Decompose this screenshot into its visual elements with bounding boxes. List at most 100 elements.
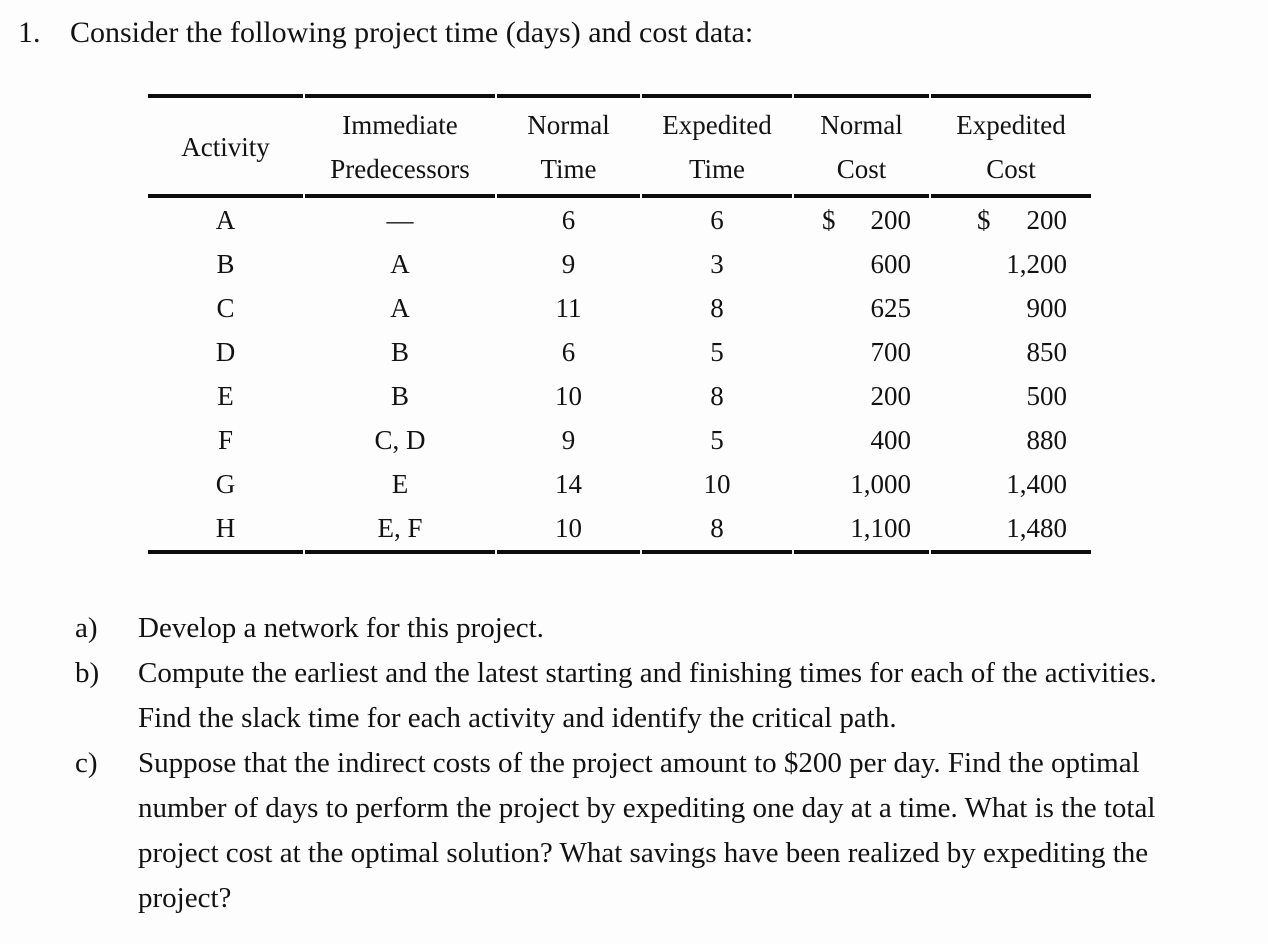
table-row: C A 11 8 625 900 (148, 286, 1091, 330)
normal-time-cell: 10 (497, 506, 640, 554)
table-body: A —6 6 $200 $200 B A 9 3 600 1,200 C A 11 8 625 900 D B 6 5 7… (148, 198, 1091, 554)
column-header: Immediate Predecessors (305, 94, 495, 198)
expedited-cost-cell: 1,480 (931, 506, 1091, 554)
activity-cell: A (215, 204, 236, 235)
column-header-line1: Normal (527, 110, 610, 140)
question-text: Compute the earliest and the latest star… (138, 657, 1157, 734)
normal-time-cell: 9 (561, 248, 576, 279)
normal-time-cell: 6 (561, 204, 576, 235)
normal-cost-value: 1,100 (850, 512, 911, 543)
expedited-time-cell: 8 (642, 506, 792, 554)
normal-cost-cell: 1,000 (794, 462, 929, 506)
expedited-time-cell: 5 (710, 424, 724, 455)
table-row: F C, D 9 5 400 880 (148, 418, 1091, 462)
activity-cell: H (148, 506, 303, 554)
normal-time-cell: 9 (561, 424, 576, 455)
question-label: a) (75, 612, 98, 644)
normal-time-cell: 10 (555, 380, 582, 411)
column-header-line1: Immediate (342, 110, 458, 140)
activity-cell: B (216, 248, 235, 279)
question-text: Develop a network for this project. (138, 612, 544, 644)
problem-title: 1. Consider the following project time (… (0, 0, 1268, 50)
expedited-cost-cell: $200 (931, 198, 1091, 242)
column-header: Normal Time (497, 94, 640, 198)
activity-cell: E (217, 380, 234, 411)
table-row: A —6 6 $200 $200 (148, 198, 1091, 242)
expedited-time-cell: 8 (710, 380, 724, 411)
table-row: E B 10 8 200 500 (148, 374, 1091, 418)
normal-cost-value: 625 (870, 292, 912, 323)
column-header-line2: Cost (836, 154, 887, 184)
column-header-line2: Activity (181, 132, 270, 162)
expedited-time-cell: 3 (710, 248, 724, 279)
header-row: Activity Immediate Predecessors Normal Time E… (148, 94, 1091, 198)
normal-cost-cell: 600 (794, 242, 929, 286)
question-label: c) (75, 747, 98, 779)
expedited-time-cell: 10 (703, 468, 731, 499)
column-header-line2: Predecessors (330, 154, 470, 184)
expedited-cost-value: 500 (1026, 380, 1068, 411)
expedited-time-cell: 6 (710, 204, 724, 235)
predecessors-cell: A (390, 292, 410, 323)
activity-cell: F (217, 424, 234, 455)
normal-cost-cell: 1,100 (794, 506, 929, 554)
expedited-cost-cell: 1,200 (931, 242, 1091, 286)
question-item: c) Suppose that the indirect costs of the… (75, 741, 1217, 921)
question-text: Suppose that the indirect costs of the p… (138, 747, 1156, 914)
normal-cost-value: 1,000 (850, 468, 911, 499)
table-row: D B 6 5 700 850 (148, 330, 1091, 374)
activity-cell: D (215, 336, 236, 367)
expedited-cost-cell: 1,400 (931, 462, 1091, 506)
normal-cost-cell: 625 (794, 286, 929, 330)
problem-title-text: Consider the following project time (day… (70, 16, 754, 49)
table-row: B A 9 3 600 1,200 (148, 242, 1091, 286)
question-item: b) Compute the earliest and the latest st… (75, 651, 1217, 741)
column-header-line1: Normal (820, 110, 903, 140)
column-header: Expedited Time (642, 94, 792, 198)
predecessors-cell: B (390, 380, 409, 411)
normal-cost-value: 400 (870, 424, 912, 455)
expedited-cost-cell: 500 (931, 374, 1091, 418)
predecessors-cell: A (390, 248, 410, 279)
normal-cost-cell: 700 (794, 330, 929, 374)
table-header: Activity Immediate Predecessors Normal Time E… (148, 94, 1091, 198)
expedited-time-cell: 8 (710, 292, 724, 323)
predecessors-cell: E, F (305, 506, 495, 554)
column-header: Activity (148, 94, 303, 198)
column-header-line2: Time (540, 154, 597, 184)
column-header: Expedited Cost (931, 94, 1091, 198)
normal-cost-cell: 400 (794, 418, 929, 462)
column-header: Normal Cost (794, 94, 929, 198)
expedited-cost-value: 1,200 (1006, 248, 1067, 279)
column-header-line2: Time (688, 154, 746, 184)
expedited-cost-cell: 900 (931, 286, 1091, 330)
table-row: H E, F 10 8 1,100 1,480 (148, 506, 1091, 554)
expedited-cost-cell: 880 (931, 418, 1091, 462)
expedited-cost-value: 1,480 (1006, 512, 1067, 543)
normal-cost-value: 200 (870, 380, 912, 411)
table-row: G E 14 10 1,000 1,400 (148, 462, 1091, 506)
expedited-cost-cell: 850 (931, 330, 1091, 374)
predecessors-cell: E (391, 468, 409, 499)
normal-cost-cell: 200 (794, 374, 929, 418)
normal-cost-value: 700 (870, 336, 912, 367)
expedited-cost-value: 880 (1026, 424, 1068, 455)
expedited-cost-value: 1,400 (1006, 468, 1067, 499)
activity-cell: G (215, 468, 236, 499)
predecessors-cell: B (390, 336, 409, 367)
column-header-line1: Expedited (662, 110, 772, 140)
expedited-cost-value: 850 (1026, 336, 1068, 367)
normal-time-cell: 6 (561, 336, 576, 367)
predecessors-cell: — (386, 204, 414, 235)
dollar-sign: $ (822, 204, 836, 235)
project-data-table: Activity Immediate Predecessors Normal Time E… (146, 94, 1093, 554)
question-item: a) Develop a network for this project. (75, 606, 1217, 651)
expedited-cost-value: 900 (1026, 292, 1068, 323)
normal-cost-value: 600 (870, 248, 912, 279)
predecessors-cell: C, D (374, 424, 426, 455)
question-list: a) Develop a network for this project. b) C… (75, 606, 1217, 921)
expedited-cost-value: 200 (1026, 204, 1068, 235)
dollar-sign: $ (977, 204, 991, 235)
normal-cost-cell: $200 (794, 198, 929, 242)
normal-cost-value: 200 (870, 204, 912, 235)
